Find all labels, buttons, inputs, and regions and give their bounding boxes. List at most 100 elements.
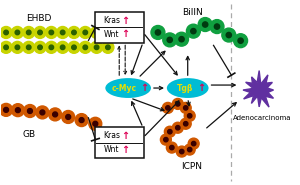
FancyBboxPatch shape — [95, 12, 143, 43]
Circle shape — [34, 26, 46, 38]
Circle shape — [94, 45, 99, 50]
Circle shape — [176, 102, 180, 106]
Circle shape — [202, 22, 208, 27]
Circle shape — [72, 45, 76, 50]
Circle shape — [102, 41, 114, 53]
Circle shape — [15, 45, 20, 50]
Circle shape — [188, 147, 192, 152]
Circle shape — [184, 122, 188, 126]
Circle shape — [4, 107, 8, 112]
Circle shape — [180, 102, 191, 113]
Circle shape — [160, 134, 171, 145]
Text: ↑: ↑ — [121, 29, 129, 39]
Circle shape — [66, 115, 70, 119]
Circle shape — [60, 30, 65, 35]
Circle shape — [60, 45, 65, 50]
Circle shape — [15, 108, 20, 113]
Circle shape — [91, 26, 103, 38]
Circle shape — [83, 45, 88, 50]
Circle shape — [180, 149, 184, 154]
FancyBboxPatch shape — [95, 127, 143, 158]
Text: Kras: Kras — [103, 131, 120, 140]
Text: ↑: ↑ — [121, 16, 129, 26]
Circle shape — [176, 126, 180, 130]
Circle shape — [184, 110, 195, 121]
Circle shape — [45, 41, 57, 53]
Circle shape — [184, 144, 195, 155]
Circle shape — [15, 30, 20, 35]
Circle shape — [94, 30, 99, 35]
Circle shape — [184, 106, 188, 110]
Circle shape — [83, 30, 88, 35]
Circle shape — [164, 137, 168, 142]
Text: Adenocarcinoma: Adenocarcinoma — [233, 115, 291, 121]
Circle shape — [23, 41, 35, 53]
Circle shape — [180, 118, 191, 129]
Circle shape — [172, 122, 183, 133]
Circle shape — [62, 110, 75, 123]
Circle shape — [226, 32, 231, 38]
Circle shape — [11, 104, 24, 117]
Circle shape — [75, 114, 88, 127]
Circle shape — [49, 108, 62, 121]
Circle shape — [234, 34, 248, 48]
Circle shape — [166, 106, 170, 110]
Circle shape — [34, 41, 46, 53]
Circle shape — [79, 26, 91, 38]
Circle shape — [4, 30, 8, 35]
Circle shape — [198, 18, 212, 31]
Circle shape — [214, 24, 220, 29]
Polygon shape — [243, 71, 274, 107]
Circle shape — [38, 45, 42, 50]
Text: EHBD: EHBD — [26, 14, 52, 23]
Text: Wnt: Wnt — [103, 145, 119, 154]
Circle shape — [45, 26, 57, 38]
Circle shape — [167, 142, 177, 153]
Circle shape — [188, 114, 192, 118]
Circle shape — [38, 30, 42, 35]
Text: ICPN: ICPN — [181, 162, 202, 171]
Circle shape — [106, 30, 110, 35]
Circle shape — [0, 26, 12, 38]
Circle shape — [106, 45, 110, 50]
Circle shape — [188, 138, 199, 149]
Circle shape — [11, 26, 23, 38]
Ellipse shape — [167, 78, 208, 98]
Circle shape — [11, 41, 23, 53]
Circle shape — [23, 105, 36, 117]
Circle shape — [57, 26, 69, 38]
Circle shape — [26, 30, 31, 35]
Circle shape — [179, 37, 184, 42]
Text: Kras: Kras — [103, 16, 120, 25]
Circle shape — [238, 38, 243, 43]
Circle shape — [89, 117, 102, 130]
Circle shape — [176, 146, 187, 157]
Circle shape — [4, 45, 8, 50]
Circle shape — [169, 145, 174, 150]
Text: c-Myc: c-Myc — [112, 84, 137, 92]
Circle shape — [72, 30, 76, 35]
Circle shape — [210, 20, 224, 33]
Text: ↑: ↑ — [121, 144, 129, 155]
Ellipse shape — [105, 78, 151, 98]
Text: Tgβ: Tgβ — [176, 84, 193, 92]
Circle shape — [0, 41, 12, 53]
Circle shape — [68, 26, 80, 38]
Circle shape — [186, 24, 200, 38]
Text: BilIN: BilIN — [182, 8, 203, 17]
Circle shape — [49, 45, 54, 50]
Circle shape — [79, 118, 84, 122]
Circle shape — [28, 109, 32, 113]
Circle shape — [172, 98, 183, 109]
Circle shape — [23, 26, 35, 38]
Circle shape — [175, 32, 188, 46]
Circle shape — [49, 30, 54, 35]
Circle shape — [40, 110, 45, 115]
Circle shape — [167, 37, 172, 43]
Circle shape — [26, 45, 31, 50]
Circle shape — [102, 26, 114, 38]
Text: Wnt: Wnt — [103, 30, 119, 39]
Circle shape — [91, 41, 103, 53]
Circle shape — [191, 141, 196, 146]
Circle shape — [53, 112, 58, 117]
